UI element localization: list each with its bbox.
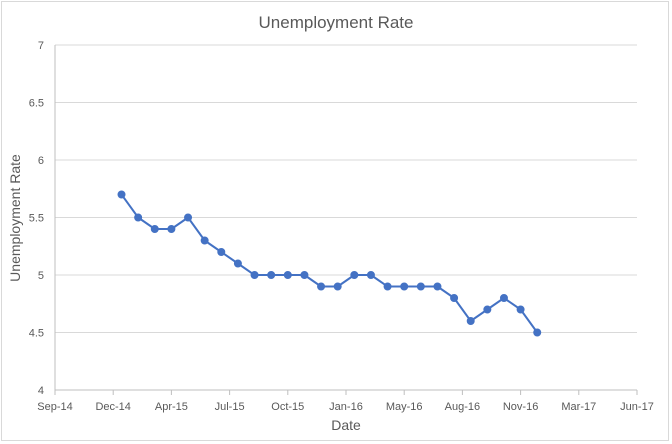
x-tick-label: Jul-15	[215, 401, 245, 413]
y-tick-label: 4	[38, 385, 44, 397]
data-point-oct-15	[267, 271, 276, 279]
y-tick-label: 6.5	[29, 98, 44, 110]
data-point-nov-16	[483, 305, 492, 314]
data-point-apr-15	[167, 225, 176, 233]
x-tick-label: Mar-17	[561, 401, 596, 413]
data-point-feb-15	[134, 213, 143, 222]
x-tick-labels: Sep-14 Dec-14 Apr-15 Jul-15 Oct-15 Jan-16 May-…	[37, 390, 654, 413]
data-point-may-16	[383, 282, 392, 291]
series-line	[120, 193, 539, 334]
data-point-jul-15	[217, 248, 226, 256]
data-point-aug-16	[433, 282, 442, 291]
data-point-jul-16	[416, 282, 425, 291]
data-point-jun-16	[400, 282, 409, 291]
data-point-jun-15	[200, 236, 209, 245]
series-layer	[117, 190, 542, 337]
data-point-nov-15	[283, 271, 292, 279]
y-tick-label: 7	[38, 40, 44, 52]
data-point-jan-16	[317, 282, 326, 291]
x-tick-label: Aug-16	[445, 401, 480, 413]
data-point-feb-16	[333, 282, 342, 291]
x-tick-label: Nov-16	[503, 401, 538, 413]
data-point-jan-15	[117, 190, 126, 199]
y-tick-label: 6	[38, 155, 44, 167]
data-point-sep-16	[450, 294, 459, 302]
x-tick-label: Apr-15	[155, 401, 188, 413]
y-axis-title: Unemployment Rate	[7, 154, 23, 282]
data-point-oct-16	[466, 317, 475, 325]
x-tick-label: Dec-14	[95, 401, 130, 413]
x-tick-label: Oct-15	[271, 401, 304, 413]
data-point-feb-17	[533, 328, 542, 337]
y-tick-label: 5.5	[29, 213, 44, 225]
y-tick-label: 4.5	[29, 328, 44, 340]
x-tick-label: Sep-14	[37, 401, 72, 413]
data-point-sep-15	[250, 271, 259, 279]
data-point-may-15	[184, 213, 193, 222]
data-point-aug-15	[233, 259, 242, 268]
data-point-mar-15	[150, 225, 159, 233]
data-point-dec-15	[300, 271, 309, 279]
y-tick-labels: 4 4.5 5 5.5 6 6.5 7	[29, 40, 44, 397]
gridlines	[55, 44, 637, 333]
data-point-mar-16	[350, 271, 359, 279]
data-point-dec-16	[499, 294, 508, 302]
data-point-jan-17	[516, 305, 525, 314]
x-tick-label: Jun-17	[620, 401, 654, 413]
x-tick-label: May-16	[386, 401, 423, 413]
data-point-apr-16	[366, 271, 375, 279]
chart-title: Unemployment Rate	[259, 13, 414, 32]
x-tick-label: Jan-16	[329, 401, 363, 413]
y-tick-label: 5	[38, 270, 44, 282]
x-axis-title: Date	[331, 417, 361, 433]
